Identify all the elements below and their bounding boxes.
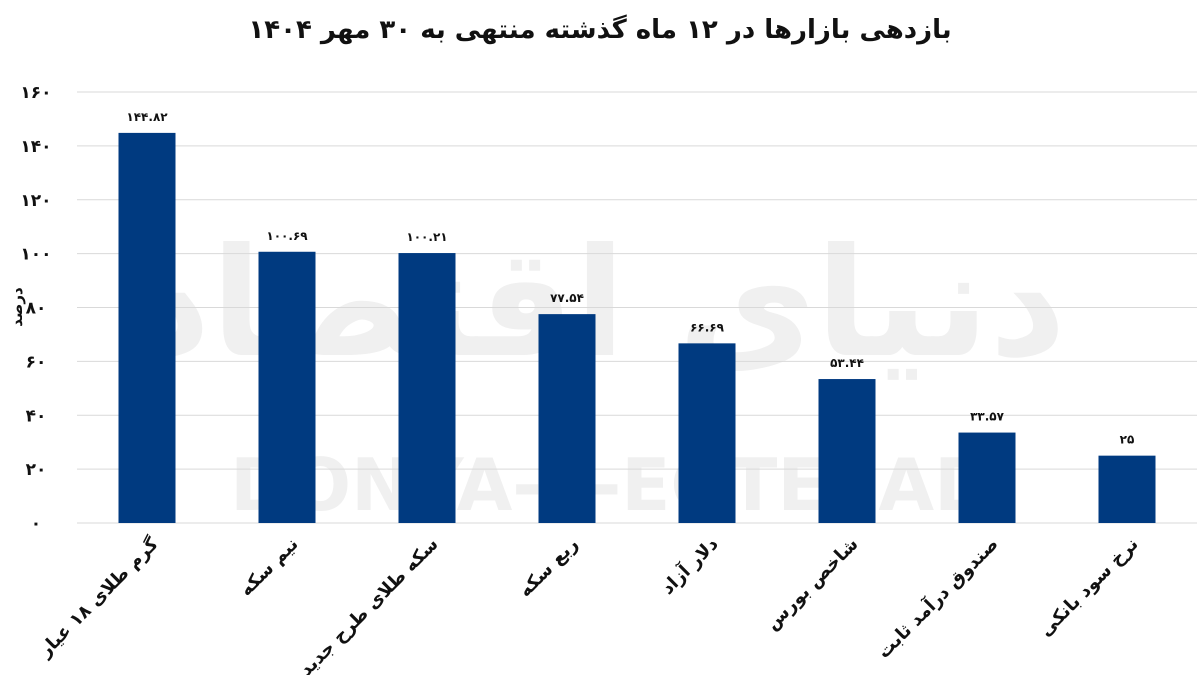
x-tick-label: گرم طلای ۱۸ عیار	[33, 533, 162, 662]
y-tick-label: ۱۰۰	[20, 245, 51, 265]
y-tick-label: ۸۰	[26, 299, 47, 319]
y-axis-ticks: ۰ ۲۰ ۴۰ ۶۰ ۸۰ ۱۰۰ ۱۲۰ ۱۴۰ ۱۶۰	[20, 83, 51, 534]
y-tick-label: ۲۰	[26, 460, 47, 480]
x-tick-label: نرخ سود بانکی	[1035, 534, 1142, 641]
bars	[118, 132, 1156, 524]
bar	[118, 132, 176, 524]
bar	[258, 251, 316, 524]
bar	[398, 253, 456, 523]
y-tick-label: ۱۴۰	[20, 137, 51, 157]
bar	[1098, 455, 1156, 523]
chart-title: بازدهی بازارها در ۱۲ ماه گذشته منتهی به …	[248, 14, 951, 45]
x-tick-label: نیم سکه	[236, 534, 303, 601]
y-tick-label: ۶۰	[26, 352, 47, 372]
data-label: ۶۶.۶۹	[690, 320, 725, 334]
bar	[818, 379, 876, 523]
data-labels: ۱۴۴.۸۲ ۱۰۰.۶۹ ۱۰۰.۲۱ ۷۷.۵۴ ۶۶.۶۹ ۵۳.۴۴ ۳۳.۵۷ ۲۵	[126, 110, 1134, 447]
x-tick-label: ربع سکه	[515, 534, 583, 602]
data-label: ۵۳.۴۴	[830, 356, 864, 370]
y-tick-label: ۴۰	[26, 406, 47, 426]
data-label: ۱۰۰.۲۱	[406, 230, 447, 244]
y-tick-label: ۱۲۰	[20, 191, 51, 211]
data-label: ۲۵	[1120, 433, 1135, 447]
watermark-latin: DONYA-E-EGTESAD	[230, 443, 994, 527]
x-tick-label: دلار آزاد	[656, 532, 723, 599]
bar	[538, 314, 596, 523]
bar	[958, 432, 1016, 523]
data-label: ۱۴۴.۸۲	[126, 110, 168, 124]
x-tick-label: شاخص بورس	[762, 534, 863, 635]
y-axis-label: درصد	[8, 287, 26, 327]
data-label: ۱۰۰.۶۹	[266, 229, 308, 243]
x-tick-label: سکه طلای طرح جدید	[296, 534, 443, 675]
y-tick-label: ۰	[31, 514, 41, 534]
x-tick-label: صندوق درآمد ثابت	[872, 532, 1003, 663]
data-label: ۷۷.۵۴	[550, 291, 584, 305]
y-tick-label: ۱۶۰	[20, 83, 51, 103]
bar	[678, 343, 736, 523]
data-label: ۳۳.۵۷	[970, 410, 1005, 424]
